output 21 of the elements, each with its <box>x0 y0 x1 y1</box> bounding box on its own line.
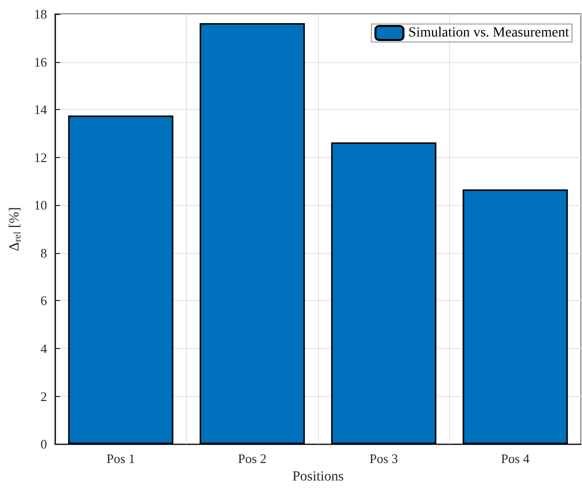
x-tick-label: Pos 3 <box>369 451 398 466</box>
y-tick-label: 10 <box>34 198 47 213</box>
legend-label: Simulation vs. Measurement <box>408 26 570 40</box>
y-tick-label: 16 <box>34 54 48 70</box>
bar <box>462 189 568 444</box>
y-tick-label: 4 <box>40 341 48 356</box>
y-tick-label: 14 <box>34 102 48 118</box>
x-tick-label: Pos 1 <box>106 451 136 466</box>
bar <box>68 116 174 444</box>
y-tick-label: 8 <box>40 245 47 260</box>
y-axis-title: Δrel [%] <box>8 207 24 252</box>
y-tick-label: 12 <box>34 150 47 165</box>
y-tick-label: 0 <box>40 436 47 452</box>
x-tick-label: Pos 2 <box>238 451 267 466</box>
x-tick-label: Pos 4 <box>500 451 530 466</box>
bar <box>200 23 305 444</box>
y-tick-label: 2 <box>40 388 47 404</box>
bar <box>331 142 436 444</box>
y-tick-label: 6 <box>40 293 48 308</box>
y-tick-label: 18 <box>34 6 47 22</box>
x-axis-title: Positions <box>292 470 344 484</box>
